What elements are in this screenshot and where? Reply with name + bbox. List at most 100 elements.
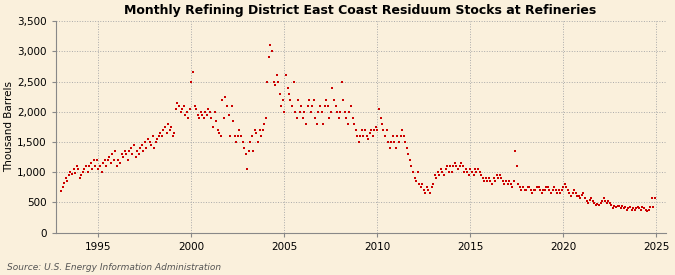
- Point: [595, 201, 606, 205]
- Point: [485, 179, 496, 183]
- Point: [524, 185, 535, 189]
- Point: [70, 171, 80, 175]
- Point: [110, 149, 121, 153]
- Point: [620, 205, 630, 209]
- Point: [383, 140, 394, 144]
- Point: [539, 188, 550, 192]
- Point: [119, 149, 130, 153]
- Point: [111, 164, 122, 168]
- Point: [126, 146, 136, 150]
- Point: [529, 188, 539, 192]
- Point: [372, 128, 383, 132]
- Point: [570, 191, 581, 196]
- Point: [412, 170, 423, 174]
- Point: [578, 191, 589, 195]
- Point: [155, 131, 165, 135]
- Point: [554, 188, 564, 192]
- Point: [176, 109, 186, 114]
- Point: [336, 79, 347, 84]
- Point: [493, 176, 504, 180]
- Point: [618, 206, 629, 211]
- Point: [200, 109, 211, 114]
- Point: [472, 167, 483, 171]
- Point: [305, 109, 316, 114]
- Point: [386, 140, 397, 144]
- Point: [615, 206, 626, 211]
- Point: [311, 122, 322, 126]
- Point: [299, 109, 310, 114]
- Point: [263, 55, 274, 60]
- Point: [342, 122, 353, 126]
- Point: [296, 103, 307, 108]
- Point: [333, 116, 344, 120]
- Point: [457, 164, 468, 168]
- Point: [227, 119, 238, 123]
- Point: [172, 100, 183, 105]
- Point: [623, 206, 634, 211]
- Point: [649, 195, 660, 200]
- Point: [409, 176, 420, 180]
- Point: [85, 161, 96, 165]
- Point: [294, 109, 305, 114]
- Point: [525, 188, 536, 192]
- Point: [510, 149, 520, 153]
- Point: [562, 188, 573, 192]
- Point: [580, 195, 591, 200]
- Point: [316, 109, 327, 114]
- Point: [141, 146, 152, 150]
- Point: [573, 194, 584, 199]
- Point: [237, 140, 248, 144]
- Point: [612, 204, 623, 208]
- Point: [205, 109, 215, 114]
- Point: [608, 206, 618, 210]
- Point: [225, 134, 236, 138]
- Point: [362, 137, 373, 141]
- Point: [587, 198, 598, 203]
- Point: [158, 128, 169, 132]
- Point: [223, 112, 234, 117]
- Point: [335, 109, 346, 114]
- Point: [325, 109, 336, 114]
- Point: [360, 128, 371, 132]
- Point: [127, 152, 138, 156]
- Point: [512, 164, 522, 168]
- Point: [440, 167, 451, 171]
- Point: [373, 106, 384, 111]
- Point: [586, 195, 597, 200]
- Point: [349, 122, 360, 126]
- Point: [251, 131, 262, 135]
- Point: [494, 173, 505, 177]
- Point: [369, 128, 379, 132]
- Point: [423, 188, 434, 192]
- Point: [592, 201, 603, 206]
- Point: [243, 149, 254, 153]
- Point: [230, 134, 240, 138]
- Point: [248, 149, 259, 153]
- Point: [307, 103, 318, 108]
- Point: [124, 149, 135, 153]
- Point: [415, 185, 426, 189]
- Point: [576, 193, 587, 197]
- Point: [441, 164, 452, 168]
- Point: [499, 182, 510, 186]
- Point: [452, 167, 463, 171]
- Point: [629, 207, 640, 212]
- Point: [238, 146, 249, 150]
- Point: [138, 149, 148, 153]
- Point: [63, 173, 74, 177]
- Point: [404, 158, 415, 162]
- Point: [115, 161, 126, 165]
- Point: [256, 134, 267, 138]
- Point: [470, 167, 481, 171]
- Point: [475, 170, 485, 174]
- Point: [329, 97, 340, 102]
- Point: [572, 194, 583, 199]
- Point: [514, 185, 525, 189]
- Point: [564, 191, 575, 196]
- Point: [581, 198, 592, 203]
- Point: [61, 176, 72, 180]
- Point: [530, 188, 541, 192]
- Point: [169, 131, 180, 135]
- Point: [152, 137, 163, 141]
- Point: [88, 158, 99, 162]
